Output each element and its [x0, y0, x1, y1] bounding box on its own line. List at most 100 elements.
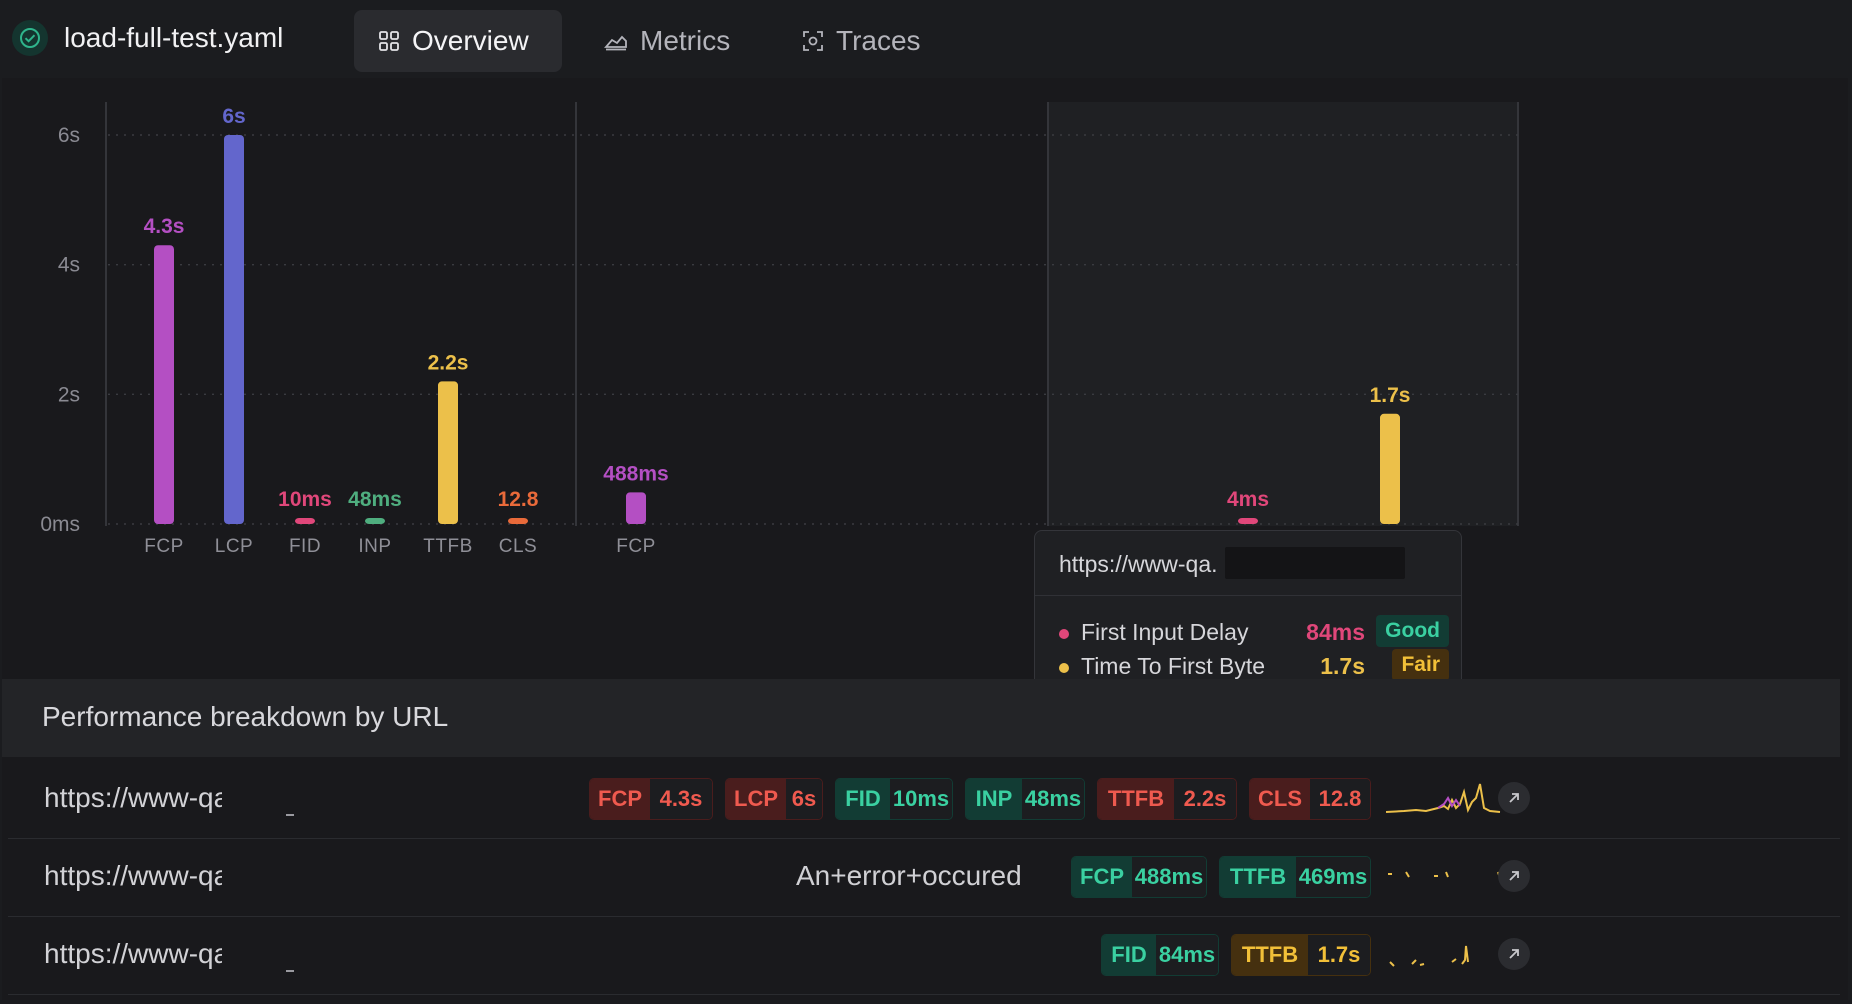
- url-row[interactable]: https://www-qa. FCP 4.3s LCP 6s FID 10ms INP 48m…: [8, 760, 1840, 839]
- tooltip-row: First Input Delay 84ms Good: [1059, 615, 1449, 649]
- bar-value-label: 4.3s: [144, 215, 185, 238]
- bar-value-label: 488ms: [603, 462, 668, 485]
- divider: [1035, 595, 1461, 596]
- bar-value-label: 4ms: [1227, 488, 1269, 511]
- bar-fid[interactable]: [295, 518, 315, 524]
- tab-metrics-label: Metrics: [640, 25, 731, 56]
- metric-chip-ttfb: TTFB 1.7s: [1231, 934, 1371, 976]
- chip-metric-label: FID: [836, 779, 890, 819]
- chip-metric-label: TTFB: [1232, 935, 1308, 975]
- tab-overview[interactable]: Overview: [354, 10, 562, 72]
- arrow-up-right-icon: [1509, 949, 1519, 959]
- row-url: https://www-qa.: [44, 938, 237, 969]
- arrow-up-right-icon: [1509, 793, 1519, 803]
- redaction-mark: [286, 814, 294, 816]
- tab-metrics[interactable]: Metrics: [580, 10, 754, 72]
- redacted-block: [222, 934, 292, 976]
- chip-metric-label: INP: [966, 779, 1022, 819]
- open-row-button[interactable]: [1498, 782, 1530, 814]
- breakdown-header: Performance breakdown by URL: [2, 679, 1840, 757]
- x-tick-label: LCP: [215, 536, 253, 557]
- area-chart-icon: [604, 35, 627, 51]
- metric-chip-inp: INP 48ms: [965, 778, 1085, 820]
- redaction-mark: [286, 970, 294, 972]
- bar-value-label: 1.7s: [1370, 384, 1411, 407]
- web-vitals-chart: 0ms 2s 4s 6s 4.3s FCP 6s LCP 10ms FID 48ms INP 2.2s T…: [2, 102, 1848, 682]
- bar-value-label: 12.8: [498, 488, 539, 511]
- open-row-button[interactable]: [1498, 860, 1530, 892]
- bar-value-label: 6s: [222, 105, 245, 128]
- panel-3-background: [1048, 102, 1518, 526]
- sparkline: [1388, 871, 1501, 879]
- chip-metric-value: 84ms: [1156, 935, 1218, 975]
- bar-cls[interactable]: [508, 518, 528, 524]
- y-tick-label: 4s: [58, 254, 80, 277]
- metric-chip-fid: FID 84ms: [1101, 934, 1219, 976]
- sparkline-path: [1386, 783, 1501, 813]
- chip-metric-label: CLS: [1250, 779, 1310, 819]
- sparkline: [1389, 945, 1469, 967]
- tooltip-row: Time To First Byte 1.7s Fair: [1059, 649, 1449, 683]
- bar-fcp[interactable]: [626, 492, 646, 524]
- rating-badge: Good: [1376, 615, 1449, 647]
- file-title: load-full-test.yaml: [64, 22, 284, 53]
- chart-tooltip: https://www-qa. First Input Delay 84ms Goo…: [1034, 530, 1462, 696]
- row-url: https://www-qa.: [44, 860, 237, 891]
- chip-metric-value: 48ms: [1022, 779, 1084, 819]
- chip-metric-label: TTFB: [1098, 779, 1174, 819]
- chip-metric-value: 2.2s: [1174, 779, 1236, 819]
- y-tick-label: 2s: [58, 383, 80, 406]
- chip-metric-label: FCP: [1072, 857, 1132, 897]
- top-bar: load-full-test.yaml Overview Metrics Tra…: [2, 2, 1848, 78]
- metric-chip-ttfb: TTFB 469ms: [1219, 856, 1371, 898]
- tab-overview-label: Overview: [412, 25, 529, 56]
- tooltip-metric-value: 84ms: [1306, 619, 1365, 645]
- bar-fcp[interactable]: [154, 245, 174, 524]
- metric-chip-cls: CLS 12.8: [1249, 778, 1371, 820]
- x-tick-label: FCP: [616, 536, 656, 557]
- x-tick-label: CLS: [499, 536, 537, 557]
- open-row-button[interactable]: [1498, 938, 1530, 970]
- chip-metric-label: FCP: [590, 779, 650, 819]
- metric-chip-lcp: LCP 6s: [725, 778, 823, 820]
- metric-chip-fid: FID 10ms: [835, 778, 953, 820]
- row-url: https://www-qa.: [44, 782, 237, 813]
- rating-badge: Fair: [1392, 649, 1449, 681]
- tooltip-url: https://www-qa.: [1059, 551, 1218, 577]
- metric-chip-ttfb: TTFB 2.2s: [1097, 778, 1237, 820]
- bar-inp[interactable]: [365, 518, 385, 524]
- check-circle-icon: [12, 20, 48, 56]
- bar-value-label: 10ms: [278, 488, 332, 511]
- tab-traces-label: Traces: [836, 25, 921, 56]
- x-tick-label: TTFB: [423, 536, 473, 557]
- chip-metric-value: 6s: [786, 779, 822, 819]
- chip-metric-value: 10ms: [890, 779, 952, 819]
- bar-ttfb[interactable]: [1380, 413, 1400, 524]
- arrow-up-right-icon: [1509, 871, 1519, 881]
- bar-lcp[interactable]: [224, 135, 244, 524]
- scan-icon: [803, 31, 823, 51]
- tooltip-metric-value: 1.7s: [1320, 653, 1365, 679]
- grid-icon: [379, 31, 399, 51]
- chip-metric-value: 488ms: [1132, 857, 1206, 897]
- chip-metric-value: 1.7s: [1308, 935, 1370, 975]
- metric-chip-fcp: FCP 488ms: [1071, 856, 1207, 898]
- chip-metric-value: 12.8: [1310, 779, 1370, 819]
- bar-fid[interactable]: [1238, 518, 1258, 524]
- row-error-message: An+error+occured: [796, 860, 1022, 891]
- url-row[interactable]: https://www-qa. FID 84ms TTFB 1.7s: [8, 916, 1840, 995]
- chip-metric-label: LCP: [726, 779, 786, 819]
- series-dot: [1059, 629, 1069, 639]
- bar-value-label: 48ms: [348, 488, 402, 511]
- sparkline: [1386, 783, 1501, 813]
- x-tick-label: FID: [289, 536, 321, 557]
- redacted-block: [222, 856, 292, 898]
- tooltip-metric-name: First Input Delay: [1081, 619, 1249, 645]
- sparkline-path: [1437, 796, 1461, 809]
- url-row[interactable]: https://www-qa. An+error+occured FCP 488ms T…: [8, 838, 1840, 917]
- chip-metric-label: FID: [1102, 935, 1156, 975]
- bar-ttfb[interactable]: [438, 381, 458, 524]
- chart-canvas: 0ms 2s 4s 6s 4.3s FCP 6s LCP 10ms FID 48ms INP 2.2s T…: [40, 102, 1519, 557]
- tab-traces[interactable]: Traces: [778, 10, 945, 72]
